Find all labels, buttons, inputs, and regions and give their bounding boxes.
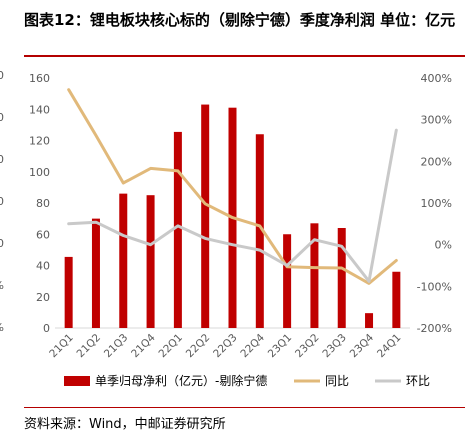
line-series [67, 88, 398, 285]
source-note: 资料来源：Wind，中邮证券研究所 [24, 417, 226, 432]
right-tick-label: -100% [417, 280, 452, 293]
x-tick-label: 23Q1 [266, 332, 295, 361]
legend-label-yoy: 同比 [325, 374, 349, 388]
x-tick-label: 22Q2 [184, 332, 213, 361]
x-tick-label: 22Q3 [211, 332, 240, 361]
right-tick-label: 400% [421, 72, 452, 85]
right-tick-label: 0% [435, 239, 452, 252]
x-tick-label: 21Q3 [102, 332, 131, 361]
right-axis-ticks: -200% -100% 0% 100% 200% 300% 400% [417, 72, 452, 335]
legend-label-bar: 单季归母净利（亿元）-剔除宁德 [95, 373, 267, 388]
bar [310, 223, 319, 328]
left-edge-fragments: 0 0 0 0 0%% [0, 69, 4, 334]
x-tick-label: 21Q1 [47, 332, 76, 361]
x-tick-label: 22Q4 [238, 331, 267, 360]
bar [91, 218, 100, 328]
left-edge-fragment: % [0, 279, 4, 292]
bar [255, 134, 264, 328]
legend: 单季归母净利（亿元）-剔除宁德 同比 环比 [64, 373, 430, 388]
right-tick-label: 200% [421, 155, 452, 168]
source-divider [24, 407, 465, 408]
bar [119, 193, 128, 328]
x-tick-label: 23Q2 [293, 332, 322, 361]
x-tick-label: 24Q1 [375, 332, 404, 361]
left-tick-label: 40 [36, 260, 50, 273]
left-tick-label: 20 [36, 291, 50, 304]
bar [365, 313, 374, 328]
bar [392, 271, 401, 328]
left-tick-label: 80 [36, 197, 50, 210]
bar [201, 104, 210, 328]
right-tick-label: 100% [421, 197, 452, 210]
bar [64, 256, 73, 328]
left-edge-fragment: 0 [0, 111, 4, 124]
chart-title: 图表12：锂电板块核心标的（剔除宁德）季度净利润 单位：亿元 [24, 11, 456, 29]
x-tick-label: 21Q4 [129, 331, 158, 360]
left-edge-fragment: 0 [0, 153, 4, 166]
right-tick-label: -200% [417, 322, 452, 335]
x-axis-ticks: 21Q121Q221Q321Q422Q122Q222Q322Q423Q123Q2… [47, 331, 403, 360]
right-tick-label: 300% [421, 114, 452, 127]
x-tick-label: 23Q3 [320, 332, 349, 361]
x-tick-label: 21Q2 [75, 332, 104, 361]
x-tick-label: 23Q4 [348, 331, 377, 360]
left-tick-label: 60 [36, 228, 50, 241]
qoq-line [67, 128, 398, 283]
left-tick-label: 140 [29, 103, 50, 116]
bar [337, 228, 346, 328]
left-axis-ticks: 0 20 40 60 80 100 120 140 160 [29, 72, 50, 335]
bar [283, 234, 292, 328]
left-tick-label: 120 [29, 135, 50, 148]
x-tick-label: 22Q1 [157, 332, 186, 361]
legend-swatch-bar [64, 376, 90, 386]
left-edge-fragment: % [0, 321, 4, 334]
yoy-line [67, 88, 398, 285]
title-divider [24, 55, 465, 57]
left-tick-label: 160 [29, 72, 50, 85]
left-edge-fragment: 0 [0, 69, 4, 82]
left-tick-label: 0 [43, 322, 50, 335]
bar [173, 131, 182, 328]
bar [146, 195, 155, 328]
left-edge-fragment: 0 [0, 195, 4, 208]
legend-label-qoq: 环比 [406, 374, 430, 388]
left-edge-fragment: 0 [0, 237, 4, 250]
left-tick-label: 100 [29, 166, 50, 179]
